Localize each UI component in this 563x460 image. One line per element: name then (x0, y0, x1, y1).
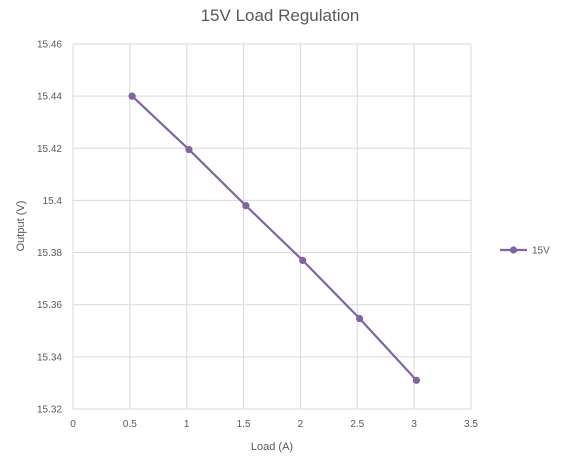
y-tick-label: 15.38 (37, 248, 62, 259)
y-tick-label: 15.34 (37, 352, 62, 363)
x-tick-label: 1.5 (237, 419, 251, 430)
x-tick-label: 1 (184, 419, 190, 430)
tick-labels: 0 0.5 1 1.5 2 2.5 3 3.5 15.32 15.34 15.36 15.38 15.4… (37, 40, 478, 431)
legend-marker (509, 246, 518, 254)
data-point (128, 92, 136, 100)
grid (72, 43, 472, 410)
y-tick-label: 15.44 (37, 92, 62, 103)
x-tick-label: 2.5 (350, 419, 364, 430)
legend-label: 15V (532, 246, 550, 257)
chart-title: 15V Load Regulation (201, 6, 360, 25)
data-point (299, 256, 307, 264)
y-tick-label: 15.4 (43, 196, 63, 207)
y-tick-label: 15.46 (37, 40, 62, 51)
y-tick-label: 15.36 (37, 300, 62, 311)
legend: 15V (500, 246, 550, 257)
data-point (412, 376, 421, 384)
x-tick-label: 0 (70, 419, 76, 430)
series-line (131, 95, 418, 382)
x-tick-label: 3.5 (464, 419, 478, 430)
y-tick-label: 15.42 (37, 144, 62, 155)
x-axis-label: Load (A) (251, 441, 293, 453)
data-point (185, 145, 193, 154)
y-axis-label: Output (V) (15, 201, 27, 252)
data-point (242, 202, 250, 210)
series (128, 92, 421, 384)
x-tick-label: 3 (411, 419, 417, 430)
data-point (355, 314, 364, 323)
y-tick-label: 15.32 (37, 405, 62, 416)
x-tick-label: 0.5 (123, 419, 137, 430)
x-tick-label: 2 (298, 419, 304, 430)
